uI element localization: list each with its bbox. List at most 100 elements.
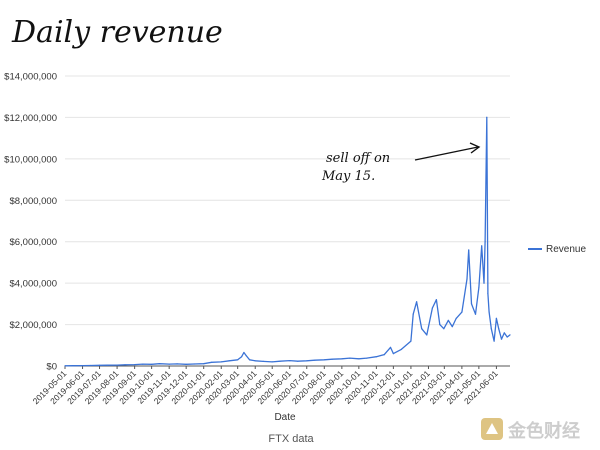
legend-label-revenue: Revenue [546, 244, 586, 255]
y-tick-label: $2,000,000 [9, 320, 57, 331]
x-axis-title: Date [274, 412, 296, 423]
data-point [410, 340, 412, 342]
y-axis-ticks: $0 $2,000,000 $4,000,000 $6,000,000 $8,000,0… [4, 72, 57, 373]
annotation-line-2: May 15. [321, 169, 375, 184]
data-point [375, 356, 377, 358]
watermark-logo-mark-icon [486, 423, 498, 434]
data-point [483, 282, 485, 284]
y-tick-label: $14,000,000 [4, 72, 57, 83]
data-point [89, 364, 92, 367]
data-point [279, 360, 281, 362]
data-point [249, 359, 251, 361]
data-point [435, 299, 437, 301]
data-point [487, 292, 489, 295]
y-tick-label: $4,000,000 [9, 279, 57, 290]
y-tick-label: $6,000,000 [9, 237, 57, 248]
data-point [168, 363, 170, 365]
data-point [389, 346, 392, 348]
data-point [451, 326, 453, 328]
chart-title: Daily revenue [11, 15, 223, 50]
data-point [474, 313, 477, 315]
data-point [478, 286, 480, 288]
data-point [142, 363, 144, 365]
source-caption: FTX data [268, 433, 314, 445]
data-point [426, 334, 428, 336]
data-point [493, 340, 495, 342]
data-point [98, 364, 101, 366]
y-tick-label: $10,000,000 [4, 154, 57, 165]
watermark-text: 金色财经 [507, 420, 580, 441]
data-point [134, 364, 136, 366]
data-point [220, 361, 222, 363]
legend: Revenue [528, 244, 586, 255]
data-point [323, 359, 325, 361]
data-point [193, 363, 195, 365]
data-point [289, 360, 291, 362]
data-point [211, 361, 213, 363]
data-point [421, 328, 423, 330]
data-point [481, 245, 483, 247]
data-point [486, 116, 488, 118]
data-point [271, 361, 273, 363]
data-point [349, 357, 351, 359]
data-point [484, 241, 486, 243]
watermark: 金色财经 [481, 418, 580, 441]
annotation: sell off on May 15. [321, 142, 481, 184]
data-point [366, 357, 368, 359]
annotation-line-1: sell off on [326, 151, 390, 166]
series-line-revenue [64, 116, 511, 367]
data-point [243, 351, 245, 354]
data-point [72, 365, 74, 367]
data-point [203, 363, 205, 365]
data-point [509, 334, 511, 336]
data-point [64, 365, 66, 367]
y-tick-label: $0 [46, 362, 57, 373]
y-tick-label: $12,000,000 [4, 113, 57, 124]
data-point [503, 332, 505, 334]
data-point [447, 319, 449, 321]
data-point [455, 317, 457, 319]
data-point [241, 356, 243, 358]
data-point [82, 365, 84, 367]
data-point [439, 324, 441, 326]
data-point [470, 303, 473, 305]
data-point [358, 358, 360, 360]
data-point [297, 360, 299, 362]
y-tick-label: $8,000,000 [9, 196, 57, 207]
data-point [468, 249, 470, 251]
data-point [158, 363, 161, 365]
data-point [254, 360, 256, 362]
data-point [106, 364, 109, 366]
grid-lines [65, 75, 510, 367]
x-axis-ticks: 2019-05-012019-06-012019-07-012019-08-01… [31, 366, 500, 406]
data-point [341, 358, 343, 360]
data-point [314, 359, 316, 361]
data-point [416, 301, 418, 303]
data-point [306, 360, 308, 362]
annotation-arrow-head-icon [469, 142, 481, 154]
data-point [185, 363, 187, 365]
data-point [116, 364, 118, 366]
data-point [124, 364, 126, 366]
data-point [461, 311, 463, 313]
data-point [412, 313, 414, 315]
series-layer [64, 116, 511, 367]
data-point [500, 338, 503, 340]
data-point [151, 363, 153, 365]
data-point [331, 358, 333, 360]
data-point [228, 360, 230, 362]
annotation-arrow-shaft [414, 146, 479, 161]
data-point [400, 348, 402, 350]
data-point [495, 317, 497, 319]
data-point [245, 355, 247, 357]
data-point [506, 336, 508, 338]
data-point [443, 328, 445, 330]
data-point [488, 311, 490, 313]
data-point [383, 354, 385, 356]
data-point [431, 307, 433, 309]
data-point [490, 328, 492, 330]
data-point [392, 353, 394, 355]
data-point [466, 278, 468, 280]
data-point [237, 359, 239, 361]
